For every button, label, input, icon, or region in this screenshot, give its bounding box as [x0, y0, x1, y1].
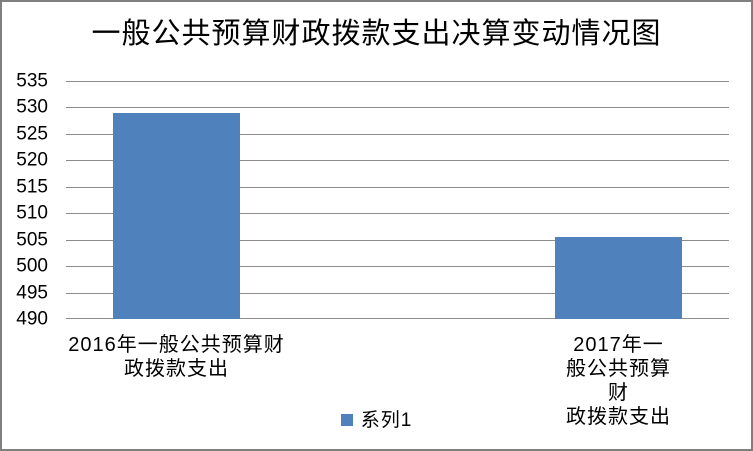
y-tick-label-490: 490	[16, 308, 48, 330]
gridline-515	[66, 186, 729, 188]
chart-title: 一般公共预算财政拨款支出决算变动情况图	[91, 16, 662, 50]
legend-label: 系列1	[360, 409, 413, 431]
gridline-505	[66, 239, 729, 241]
bar-category-2	[555, 237, 682, 319]
y-tick-label-510: 510	[16, 202, 48, 224]
x-axis-line	[66, 318, 729, 319]
gridline-530	[66, 107, 729, 109]
gridline-510	[66, 213, 729, 215]
gridline-535	[66, 81, 729, 82]
y-tick-label-530: 530	[16, 96, 48, 118]
x-axis-labels: 2016年一般公共预算财 政拨款支出 2017年一般公共预算财 政拨款支出	[66, 333, 729, 428]
legend-swatch-icon	[340, 414, 353, 426]
y-tick-label-500: 500	[16, 255, 48, 277]
x-category-label-1: 2016年一般公共预算财 政拨款支出	[68, 334, 285, 380]
legend: 系列1	[2, 406, 751, 434]
gridline-525	[66, 133, 729, 135]
y-tick-label-495: 495	[16, 282, 48, 304]
y-axis: 490 495 500 505 510 515 520 525 530 535	[2, 72, 48, 329]
gridline-500	[66, 266, 729, 268]
y-tick-label-505: 505	[16, 229, 48, 251]
y-tick-label-515: 515	[16, 176, 48, 198]
gridline-495	[66, 292, 729, 294]
bar-category-1	[113, 112, 240, 319]
plot-area	[66, 81, 729, 319]
gridline-520	[66, 160, 729, 162]
y-tick-label-535: 535	[16, 70, 48, 92]
y-tick-label-520: 520	[16, 149, 48, 171]
y-tick-label-525: 525	[16, 123, 48, 145]
x-category-label-2: 2017年一般公共预算财 政拨款支出	[565, 334, 671, 428]
